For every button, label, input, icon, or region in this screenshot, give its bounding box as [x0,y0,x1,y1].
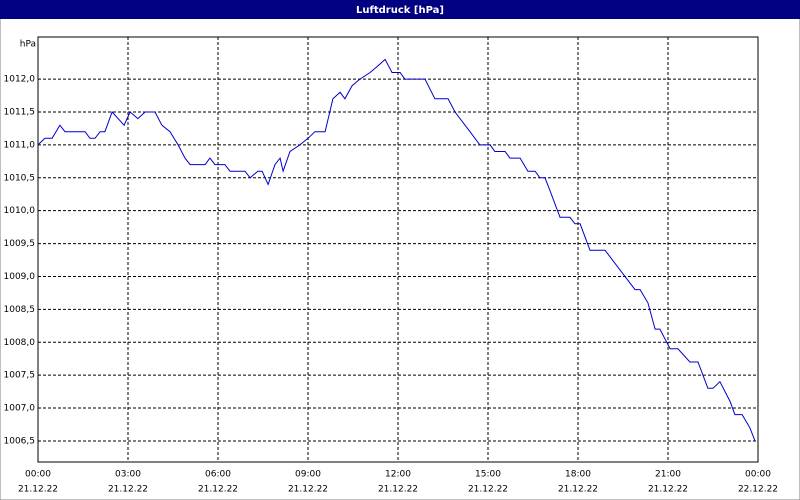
pressure-line [37,58,756,442]
x-tick-date: 21.12.22 [108,485,148,495]
x-tick-label: 00:00 [745,470,771,480]
title-bar [0,0,800,19]
y-tick-label: 1006,5 [4,436,36,446]
y-tick-label: 1008,0 [4,338,36,348]
x-tick-date: 21.12.22 [558,485,598,495]
plot-frame [37,36,759,463]
y-tick-label: 1012,0 [4,75,36,85]
x-tick-date: 21.12.22 [378,485,418,495]
x-tick-date: 21.12.22 [198,485,238,495]
x-tick-label: 00:00 [25,470,51,480]
x-tick-label: 18:00 [565,470,591,480]
x-tick-date: 21.12.22 [648,485,688,495]
y-tick-label: 1007,0 [4,404,36,414]
x-tick-label: 09:00 [295,470,321,480]
y-tick-label: 1011,0 [4,140,36,150]
y-tick-label: 1009,0 [4,272,36,282]
y-unit: hPa [20,40,36,50]
x-tick-date: 22.12.22 [738,485,778,495]
y-tick-label: 1010,5 [4,173,36,183]
x-tick-label: 12:00 [385,470,411,480]
x-tick-date: 21.12.22 [468,485,508,495]
x-tick-label: 15:00 [475,470,501,480]
x-tick-date: 21.12.22 [18,485,58,495]
y-tick-label: 1009,5 [4,239,36,249]
y-tick-label: 1011,5 [4,108,36,118]
y-tick-label: 1008,5 [4,305,36,315]
x-tick-date: 21.12.22 [288,485,328,495]
y-tick-label: 1007,5 [4,371,36,381]
y-tick-label: 1010,0 [4,206,36,216]
x-tick-label: 21:00 [655,470,681,480]
x-tick-label: 03:00 [115,470,141,480]
x-tick-label: 06:00 [205,470,231,480]
chart-title: Luftdruck [hPa] [356,5,444,16]
